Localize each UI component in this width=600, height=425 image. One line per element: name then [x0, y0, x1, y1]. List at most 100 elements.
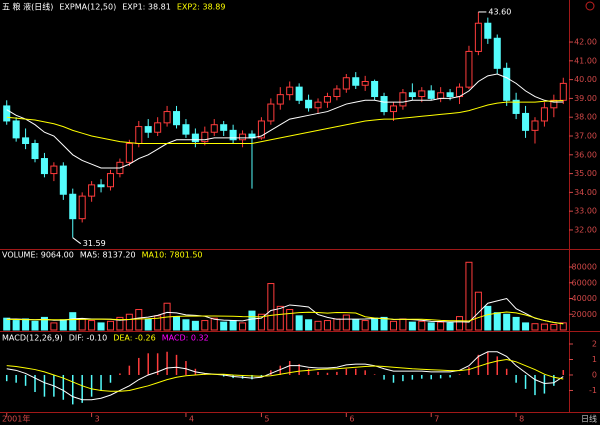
volume-bar	[437, 321, 445, 331]
legend-entry: MA10: 7801.50	[142, 251, 203, 260]
y-tick-label: 42.00	[574, 38, 597, 47]
volume-bar	[522, 322, 530, 331]
candle-body	[389, 105, 398, 113]
candle-body	[97, 184, 105, 188]
volume-bar	[144, 318, 152, 331]
volume-bar	[352, 319, 360, 331]
candle-body	[427, 90, 435, 99]
candle-body	[323, 96, 331, 103]
candle-body	[78, 195, 86, 220]
y-tick-label: 41.00	[574, 56, 597, 65]
y-tick-label: 2	[592, 339, 597, 348]
volume-bar	[399, 318, 407, 331]
y-tick-label: 0	[592, 370, 597, 379]
volume-bar	[3, 317, 11, 331]
volume-bar	[116, 316, 124, 331]
legend-entry: EXP2: 38.89	[177, 3, 226, 12]
candle-body	[182, 124, 190, 135]
volume-bar	[125, 313, 133, 331]
y-tick-label: 32.00	[574, 225, 597, 234]
high-annotation: 43.60	[488, 7, 511, 16]
volume-bar	[239, 322, 247, 331]
legend-entry: EXP1: 38.81	[122, 3, 171, 12]
candle-body	[220, 124, 228, 131]
x-tick-label: 5	[264, 415, 269, 424]
volume-bar	[550, 323, 558, 331]
x-tick-label: 8	[519, 415, 524, 424]
volume-bar	[172, 316, 181, 331]
candle-body	[380, 96, 388, 113]
volume-bar	[418, 320, 426, 331]
candle-body	[418, 90, 426, 98]
candle-body	[531, 120, 539, 131]
y-tick-label: 36.00	[574, 150, 597, 159]
candle-body	[135, 126, 143, 145]
candle-body	[559, 82, 567, 101]
indicator-line	[6, 358, 564, 392]
candle-body	[3, 105, 11, 122]
volume-bar	[371, 317, 379, 331]
candle-body	[286, 86, 294, 96]
volume-bar	[389, 320, 398, 331]
candle-body	[257, 120, 265, 139]
indicator-line	[6, 99, 564, 145]
candle-body	[408, 92, 416, 98]
indicator-line	[6, 351, 564, 401]
volume-bar	[474, 291, 482, 331]
candle-body	[522, 112, 530, 131]
x-tick-label: 7	[434, 415, 439, 424]
volume-bar	[540, 323, 548, 331]
candle-body	[493, 37, 501, 69]
candle-body	[305, 99, 313, 109]
candle-body	[465, 50, 473, 88]
volume-bar	[59, 319, 67, 331]
chart-title: 五 粮 液(日线)	[2, 2, 53, 12]
candle-body	[59, 165, 67, 195]
candle-body	[163, 111, 171, 124]
candle-body	[50, 165, 58, 175]
volume-bar	[559, 322, 567, 331]
candle-body	[144, 126, 152, 133]
y-tick-label: 60000	[572, 278, 597, 287]
volume-bar	[380, 316, 388, 331]
candle-body	[106, 173, 115, 188]
legend-entry: DEA: -0.26	[113, 334, 155, 343]
x-tick-label: 3	[95, 415, 100, 424]
window-icon	[585, 1, 595, 11]
volume-bar	[12, 320, 20, 331]
y-tick-label: 80000	[572, 263, 597, 272]
candle-body	[333, 88, 341, 98]
candle-body	[342, 77, 350, 90]
y-tick-label: 33.00	[574, 207, 597, 216]
candle-body	[503, 67, 511, 101]
candle-body	[399, 92, 407, 107]
candle-body	[512, 99, 520, 114]
candle-body	[125, 143, 133, 163]
period-label: 日线	[581, 414, 597, 424]
volume-bar	[229, 320, 237, 331]
volume-bar	[427, 322, 435, 331]
volume-bar	[305, 319, 313, 331]
indicator-line	[6, 73, 564, 169]
x-tick-label: 4	[189, 415, 194, 424]
volume-bar	[455, 316, 464, 331]
candle-body	[371, 80, 379, 98]
candle-body	[191, 133, 199, 143]
legend-entry: VOLUME: 9064.00	[2, 251, 74, 260]
y-tick-label: 38.00	[574, 113, 597, 122]
y-tick-label: 37.00	[574, 131, 597, 140]
volume-bar	[276, 305, 284, 331]
volume-bar	[257, 313, 265, 331]
legend-entry: MACD: 0.32	[162, 334, 209, 343]
volume-bar	[182, 319, 190, 331]
volume-bar	[484, 305, 492, 331]
candle-body	[484, 22, 492, 39]
candle-body	[210, 124, 218, 133]
volume-bar	[69, 312, 77, 331]
y-tick-label: 40.00	[574, 75, 597, 84]
volume-bar	[31, 320, 39, 331]
y-tick-label: 20000	[572, 310, 597, 319]
volume-bar	[220, 321, 228, 331]
candle-body	[276, 94, 284, 105]
